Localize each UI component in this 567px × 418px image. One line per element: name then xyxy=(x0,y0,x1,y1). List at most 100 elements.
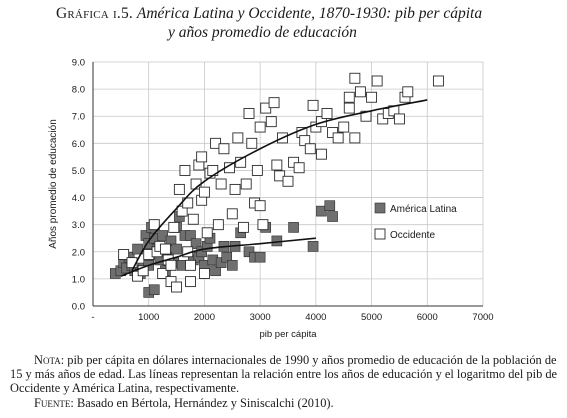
fit-line-occidente xyxy=(131,99,428,272)
occidente-point xyxy=(179,164,191,176)
x-tick-label: - xyxy=(91,312,94,323)
occidente-point xyxy=(176,205,188,217)
occidente-point xyxy=(293,162,305,174)
occidente-point xyxy=(254,121,266,133)
y-tick-label: 4.0 xyxy=(72,193,85,204)
occidente-point xyxy=(299,135,311,147)
occidente-point xyxy=(185,276,196,288)
occidente-point xyxy=(338,121,350,133)
x-tick-label: 7000 xyxy=(472,312,493,323)
occidente-point xyxy=(304,143,316,155)
x-axis-title: pib per cápita xyxy=(259,329,317,340)
latam-point xyxy=(307,241,319,252)
occidente-point xyxy=(137,265,149,277)
occidente-point xyxy=(315,148,327,160)
legend-swatch-occidente xyxy=(374,228,386,240)
occidente-point xyxy=(265,116,277,128)
fuente-text: Basado en Bértola, Hernández y Siniscalc… xyxy=(76,395,334,410)
occidente-point xyxy=(237,221,249,233)
x-tick-label: 3000 xyxy=(250,312,271,323)
occidente-point xyxy=(432,75,444,87)
occidente-point xyxy=(171,281,183,293)
occidente-point xyxy=(159,243,171,255)
y-tick-label: 8.0 xyxy=(72,85,85,96)
latam-point xyxy=(171,243,182,255)
latam-point xyxy=(210,265,221,277)
occidente-point xyxy=(343,102,355,114)
occidente-point xyxy=(212,219,224,231)
fit-line-america-latina xyxy=(120,237,316,277)
chart-caption: Gráfica i.5. América Latina y Occidente,… xyxy=(56,4,556,42)
occidente-point xyxy=(198,268,210,279)
occidente-point xyxy=(196,151,208,163)
occidente-point xyxy=(254,200,266,212)
occidente-point xyxy=(218,143,230,155)
occidente-point xyxy=(185,259,196,271)
chart-notes: Nota: pib per cápita en dólares internac… xyxy=(10,353,558,410)
x-tick-label: 5000 xyxy=(361,312,382,323)
legend-label-america-latina: América Latina xyxy=(390,204,457,215)
occidente-point xyxy=(148,219,160,231)
occidente-point xyxy=(246,137,258,149)
occidente-point xyxy=(165,259,177,271)
y-tick-label: 1.0 xyxy=(72,274,85,285)
occidente-point xyxy=(366,91,378,103)
occidente-point xyxy=(251,164,263,176)
occidente-point xyxy=(271,159,283,171)
occidente-point xyxy=(371,75,383,87)
y-axis-title: Años promedio de educación xyxy=(48,119,59,249)
latam-point xyxy=(143,238,155,249)
occidente-point xyxy=(321,108,333,119)
occidente-point xyxy=(354,86,366,98)
nota-paragraph: Nota: pib per cápita en dólares internac… xyxy=(10,353,558,396)
occidente-point xyxy=(168,221,180,233)
fuente-paragraph: Fuente: Basado en Bértola, Hernández y S… xyxy=(10,396,558,410)
nota-text: pib per cápita en dólares internacionale… xyxy=(10,353,558,396)
occidente-point xyxy=(343,91,355,103)
latam-point xyxy=(226,260,238,271)
latam-point xyxy=(316,205,327,217)
occidente-point xyxy=(393,113,405,125)
caption-label: Gráfica i.5. xyxy=(56,5,133,22)
latam-point xyxy=(215,257,227,268)
occidente-point xyxy=(198,186,210,198)
occidente-point xyxy=(349,72,361,84)
caption-line-1: Gráfica i.5. América Latina y Occidente,… xyxy=(56,4,556,23)
occidente-point xyxy=(282,175,294,187)
occidente-point xyxy=(173,183,185,195)
latam-point xyxy=(190,238,202,249)
occidente-point xyxy=(229,183,241,195)
legend-swatch-america-latina xyxy=(374,202,386,214)
latam-point xyxy=(324,200,336,211)
x-tick-label: 1000 xyxy=(138,312,159,323)
y-tick-label: 0.0 xyxy=(72,302,85,313)
caption-title-line-2: y años promedio de educación xyxy=(168,24,357,41)
fuente-label: Fuente: xyxy=(34,395,74,410)
occidente-point xyxy=(232,132,244,144)
occidente-point xyxy=(157,268,169,279)
latam-point xyxy=(288,222,299,233)
latam-point xyxy=(254,251,266,263)
latam-point xyxy=(196,246,207,258)
y-tick-label: 9.0 xyxy=(72,58,85,69)
x-tick-label: 4000 xyxy=(305,312,326,323)
y-tick-label: 2.0 xyxy=(72,247,85,258)
occidente-point xyxy=(268,97,280,109)
latam-point xyxy=(148,284,160,296)
y-tick-label: 6.0 xyxy=(72,139,85,150)
latam-point xyxy=(157,230,168,241)
occidente-point xyxy=(187,213,199,225)
y-tick-label: 3.0 xyxy=(72,220,85,231)
legend-label-occidente: Occidente xyxy=(390,230,435,241)
nota-label: Nota: xyxy=(34,353,65,367)
latam-point xyxy=(243,246,255,258)
occidente-point xyxy=(332,132,344,144)
latam-point xyxy=(327,211,338,222)
occidente-point xyxy=(243,108,255,119)
occidente-point xyxy=(118,249,130,260)
occidente-point xyxy=(402,86,414,98)
occidente-point xyxy=(307,99,319,111)
latam-point xyxy=(221,251,233,263)
occidente-point xyxy=(226,208,238,220)
y-tick-label: 7.0 xyxy=(72,112,85,123)
